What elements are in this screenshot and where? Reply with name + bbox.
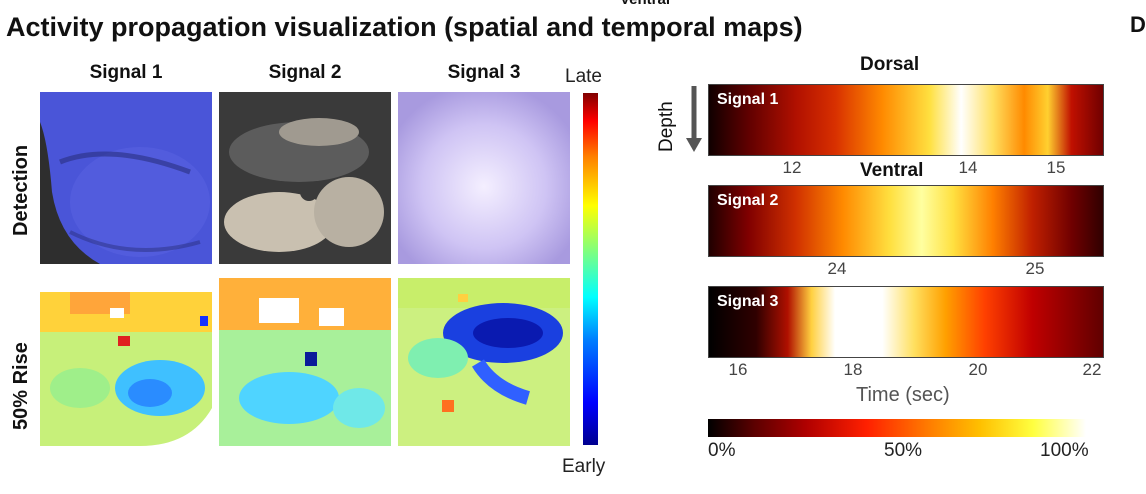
column-header-signal-3: Signal 3 — [447, 62, 521, 83]
depth-arrow-icon — [686, 86, 702, 152]
tick-label: 15 — [1046, 158, 1066, 177]
tick-label: 16 — [728, 360, 748, 379]
kymograph-signal-2: Signal 2 — [708, 185, 1104, 257]
colorbar-tick-100: 100% — [1040, 440, 1089, 461]
kymograph-label: Signal 1 — [717, 91, 779, 108]
x-axis-label: Time (sec) — [856, 384, 950, 406]
intensity-colorbar — [708, 419, 1086, 437]
kymograph-signal-1: Signal 1 — [708, 84, 1104, 156]
colorbar-tick-0: 0% — [708, 440, 736, 461]
tick-label: 20 — [968, 360, 988, 379]
rise-map-signal-2 — [219, 278, 391, 446]
detection-map-signal-2 — [219, 92, 391, 264]
clipped-panel-letter: D — [1130, 12, 1146, 37]
detection-map-signal-1 — [40, 92, 212, 264]
tick-label: 25 — [1025, 259, 1045, 278]
row-header-detection: Detection — [10, 144, 32, 236]
tick-label: 24 — [827, 259, 847, 278]
figure-title: Activity propagation visualization (spat… — [6, 12, 803, 42]
rise-map-signal-1 — [40, 278, 212, 446]
depth-label: Depth — [656, 101, 677, 152]
kymograph-label: Signal 2 — [717, 192, 779, 209]
kymograph-label: Signal 3 — [717, 293, 779, 310]
colorbar-bottom-label: Early — [562, 456, 606, 477]
clipped-top-text: Ventral — [620, 0, 670, 8]
detection-map-signal-3 — [398, 92, 570, 264]
dorsal-label: Dorsal — [860, 54, 920, 75]
ventral-label: Ventral — [860, 160, 924, 181]
tick-label: 22 — [1082, 360, 1102, 379]
kymograph-signal-3: Signal 3 — [708, 286, 1104, 358]
column-header-signal-1: Signal 1 — [89, 62, 163, 83]
colorbar-tick-50: 50% — [884, 440, 923, 461]
spatial-colorbar — [583, 93, 598, 445]
tick-label: 14 — [958, 158, 978, 177]
row-header-50-rise: 50% Rise — [10, 342, 32, 430]
tick-label: 18 — [843, 360, 863, 379]
rise-map-signal-3 — [398, 278, 570, 446]
tick-label: 12 — [782, 158, 802, 177]
colorbar-top-label: Late — [565, 66, 602, 87]
column-header-signal-2: Signal 2 — [268, 62, 342, 83]
